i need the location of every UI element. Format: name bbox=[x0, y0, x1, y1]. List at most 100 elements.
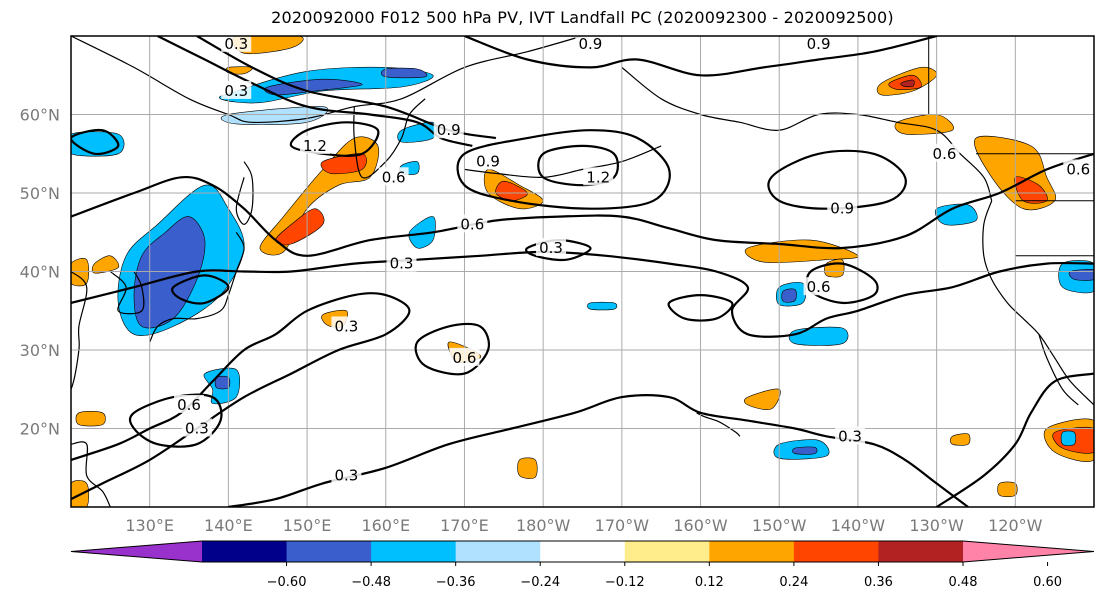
lon-tick-label: 130°E bbox=[125, 516, 174, 535]
contour-label: 0.3 bbox=[224, 35, 248, 53]
contour-label: 0.6 bbox=[177, 396, 201, 414]
shaded-anomaly-layer bbox=[71, 36, 1094, 507]
contour-label-bg bbox=[386, 253, 417, 272]
blue-core-nw-2-fill bbox=[381, 67, 428, 79]
contour-label: 0.9 bbox=[807, 35, 831, 53]
orange-central-2-fill bbox=[824, 258, 845, 278]
latitude-labels: 20°N 30°N 40°N 50°N 60°N bbox=[20, 106, 60, 439]
alaska-south bbox=[621, 66, 993, 201]
lat-tick-label: 20°N bbox=[20, 420, 60, 439]
baja bbox=[1038, 334, 1079, 406]
contour-0.9-mid bbox=[456, 129, 671, 210]
contour-label-bg bbox=[583, 167, 614, 186]
contour-label-bg bbox=[433, 120, 464, 139]
blue-se-small-fill bbox=[1060, 430, 1077, 446]
blue-pnw-fill bbox=[934, 203, 978, 226]
lon-tick-label: 150°E bbox=[283, 516, 332, 535]
contour-label: 0.9 bbox=[578, 35, 602, 53]
contour-label: 0.6 bbox=[382, 168, 406, 186]
contour-label: 0.3 bbox=[185, 420, 209, 438]
lon-tick-label: 140°W bbox=[831, 516, 886, 535]
contour-0.3-east bbox=[935, 372, 1094, 507]
blue-central-2-fill bbox=[788, 326, 849, 346]
contour-0.9-ne bbox=[767, 149, 907, 210]
na-west-coast bbox=[982, 200, 1094, 406]
contour-label-bg bbox=[331, 316, 362, 335]
contour-label-bg bbox=[457, 214, 488, 233]
lat-tick-label: 40°N bbox=[20, 263, 60, 282]
contour-label: 0.6 bbox=[453, 349, 477, 367]
orange-s3-fill bbox=[997, 481, 1018, 497]
contour-label-bg bbox=[378, 167, 409, 186]
contour-label-bg bbox=[803, 277, 834, 296]
blue-south-japan-core-fill bbox=[214, 375, 231, 390]
red-streamer-2-fill bbox=[320, 153, 367, 175]
contour-label: 1.2 bbox=[303, 137, 327, 155]
japan-honshu bbox=[149, 231, 245, 343]
contour-label-bg bbox=[221, 80, 252, 99]
orange-s1-fill bbox=[950, 433, 971, 446]
contour-label-bg bbox=[221, 33, 252, 52]
lon-tick-label: 150°W bbox=[752, 516, 807, 535]
contour-labels: 0.3 0.3 1.2 0.9 0.6 0.9 1.2 0.9 0.9 0.6 0.3 0.3 0.9 0… bbox=[174, 33, 1094, 485]
contour-1.2-mid bbox=[537, 144, 619, 187]
blue-midpac-fill bbox=[408, 216, 436, 249]
longitude-labels: 130°E 140°E 150°E 160°E 170°E 180°W 170°W 160°W… bbox=[125, 516, 1042, 535]
orange-s2-fill bbox=[517, 457, 538, 479]
contour-label-bg bbox=[1063, 159, 1094, 178]
sakhalin bbox=[235, 161, 254, 226]
lat-tick-label: 50°N bbox=[20, 184, 60, 203]
lon-tick-label: 120°W bbox=[988, 516, 1043, 535]
orange-w-2-fill bbox=[91, 255, 120, 274]
contour-label: 0.3 bbox=[334, 317, 358, 335]
contour-label-bg bbox=[299, 135, 330, 154]
contour-label: 0.3 bbox=[224, 82, 248, 100]
contour-label: 0.3 bbox=[334, 467, 358, 485]
contour-label: 0.9 bbox=[830, 200, 854, 218]
contour-label: 1.2 bbox=[586, 168, 610, 186]
contour-label: 0.9 bbox=[476, 153, 500, 171]
orange-sw-fill bbox=[75, 411, 106, 427]
orange-central-fill bbox=[744, 239, 859, 263]
contour-label-bg bbox=[174, 394, 205, 413]
chart-title: 2020092000 F012 500 hPa PV, IVT Landfall… bbox=[271, 8, 894, 27]
contour-0.3-south bbox=[228, 394, 969, 507]
lon-tick-label: 160°W bbox=[673, 516, 728, 535]
orange-hawaii-ne-fill bbox=[744, 388, 781, 410]
contour-label-bg bbox=[181, 418, 212, 437]
contour-label: 0.6 bbox=[933, 145, 957, 163]
contour-label-bg bbox=[331, 465, 362, 484]
contour-label: 0.6 bbox=[1066, 160, 1090, 178]
orange-seak-fill bbox=[894, 114, 954, 135]
lon-tick-label: 170°E bbox=[440, 516, 489, 535]
lon-tick-label: 130°W bbox=[909, 516, 964, 535]
contour-label-bg bbox=[536, 237, 567, 256]
contour-label: 0.3 bbox=[390, 255, 414, 273]
contour-0.6-main bbox=[71, 152, 1094, 257]
red-streamer-1-fill bbox=[275, 208, 325, 246]
contour-0.3-west-ring bbox=[171, 274, 230, 305]
blue-small-fill bbox=[587, 301, 618, 311]
blue-south-core-fill bbox=[792, 446, 818, 455]
lon-tick-label: 180°W bbox=[516, 516, 571, 535]
contour-label-bg bbox=[929, 143, 960, 162]
lat-tick-label: 60°N bbox=[20, 106, 60, 125]
contour-label: 0.9 bbox=[437, 121, 461, 139]
blue-ne-corner-core-fill bbox=[1068, 269, 1094, 281]
contour-0.3-center bbox=[667, 293, 734, 322]
contour-label: 0.6 bbox=[460, 215, 484, 233]
contour-0.6-center bbox=[414, 322, 490, 376]
contour-0.6-nw-small bbox=[71, 128, 120, 156]
contour-label: 0.6 bbox=[807, 278, 831, 296]
aleutians bbox=[464, 145, 662, 178]
contour-label: 0.3 bbox=[838, 427, 862, 445]
contour-label-bg bbox=[575, 33, 606, 52]
lon-tick-label: 160°E bbox=[361, 516, 410, 535]
lat-tick-label: 30°N bbox=[20, 341, 60, 360]
contour-1.2-nw bbox=[289, 121, 380, 157]
lon-tick-label: 140°E bbox=[204, 516, 253, 535]
contour-label-bg bbox=[835, 426, 866, 445]
contour-label-bg bbox=[803, 33, 834, 52]
contour-0.3-main bbox=[71, 250, 1094, 338]
